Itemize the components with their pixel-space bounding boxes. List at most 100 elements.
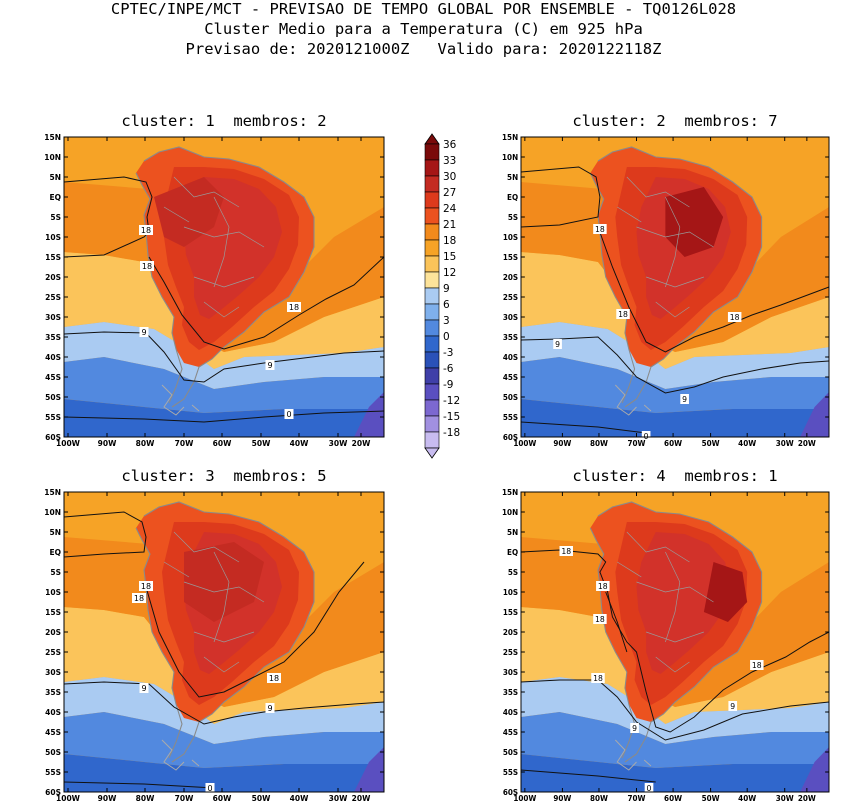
panel-2-lat-label: 20S [503,273,518,282]
panel-1-lat-label: 10S [45,233,61,242]
panel-3-lon-label: 60W [213,794,232,803]
panel-1-contour-label-4: 9 [141,328,146,337]
panel-2-contour-label-2: 18 [618,310,628,319]
colorbar-level-label: 21 [443,219,456,231]
panel-3-contour-label-box-3 [267,673,281,683]
colorbar-swatch [424,351,440,369]
panel-1-contour-line-4 [63,410,385,423]
panel-2-band-9 [521,322,829,389]
map-panel-cluster-3: 18 18 18 9 9 0 15N 10N 5N EQ 5S 10S 15S 20S 25S 30S 35S 4… [44,488,385,803]
panel-1-lat-label: 15S [45,253,61,262]
panel-1-contour-line-3 [63,331,385,383]
panel-1-lat-label: 25S [45,293,61,302]
panel-1-contour-label-6: 0 [286,410,291,419]
colorbar-swatch [424,303,440,321]
panel-4-lat-label: 40S [503,708,518,717]
panel-4-contour-label-5: 18 [593,674,603,683]
panel-2-lat-label: 55S [503,413,518,422]
panel-2-borders [617,176,714,318]
colorbar-arrow-top [424,133,440,145]
panel-4-band-0 [521,754,829,792]
panel-1-lat-label: 30S [45,313,61,322]
panel-2-lat-label: 15S [503,253,518,262]
panel-4-lon-label: 20W [798,794,816,803]
panel-2-lat-label: 45S [503,373,518,382]
panel-2-title: cluster: 2 membros: 7 [572,112,778,130]
panel-4-coastline [589,501,763,763]
panel-2-lat-label: 40S [503,353,518,362]
panel-1-lat-label: 50S [45,393,61,402]
panel-4-land-30 [636,532,731,674]
panel-4-lon-label: 40W [738,794,756,803]
panel-2-contour-label-4: 9 [555,340,560,349]
panel-4-lat-label: 25S [503,648,518,657]
panel-4-contour-label-box-6 [728,701,738,711]
panel-2-contour-label-box-5 [680,394,689,404]
panel-2-lat-label: 35S [503,333,518,342]
panel-2-lat-label: 10S [503,233,518,242]
panel-1-lon-label: 70W [175,439,194,448]
colorbar-level-label: -18 [443,427,460,439]
panel-4-lat-label: 15N [502,488,518,497]
panel-3-lon-label: 40W [290,794,309,803]
panel-4-contour-label-7: 9 [632,724,637,733]
map-panel-cluster-1: 18 18 18 9 9 0 15N 10N 5N EQ 5S 10S 15S 20S 25S 30S 35S 4… [44,133,385,448]
panel-4-lat-label: 5N [507,528,518,537]
panel-2-contour-label-box-4 [553,339,562,349]
colorbar-level-label: 33 [443,155,456,167]
panel-4-lat-label: 30S [503,668,518,677]
panel-3-contour-label-6: 0 [207,784,212,793]
panel-1-lon-label: 60W [213,439,232,448]
panel-1-contour-label-box-4 [139,327,149,337]
colorbar-swatch [424,367,440,385]
panel-4-contour-label-box-4 [750,660,764,670]
panel-1-lat-label: 10N [44,153,61,162]
panel-4-contour-label-box-2 [596,581,610,591]
panel-4-lon-label: 80W [590,794,608,803]
panel-1-band-21 [64,182,384,352]
figure-title-line-3: Previsao de: 2020121000Z Valido para: 20… [185,40,662,58]
panel-1-tierra-del-fuego [161,384,200,416]
panel-4-contour-label-box-3 [593,614,607,624]
panel-2-lon-label: 30W [776,439,794,448]
panel-4-contour-line-3 [520,679,830,741]
panel-4-band-9 [521,677,829,744]
panel-1-contour-line-1 [63,176,153,258]
panel-1-contour-line-2 [148,256,385,350]
colorbar-level-label: 24 [443,203,457,215]
panel-3-contour-label-5: 9 [267,704,272,713]
panel-1-contour-label-3: 18 [289,303,299,312]
panel-4-lon-label: 100W [513,794,536,803]
panel-1-contour-label-box-3 [287,302,301,312]
colorbar-swatch [424,431,440,449]
panel-2-lat-label: 10N [502,153,518,162]
panel-1-contour-label-2: 18 [142,262,152,271]
panel-1-band-15 [64,252,384,369]
colorbar-level-label: -9 [443,379,453,391]
panel-2-band-3 [521,357,829,413]
panel-1-lat-label: 5N [50,173,62,182]
colorbar-level-label: -15 [443,411,460,423]
panel-3-contour-label-box-2 [132,593,146,603]
colorbar-swatch [424,159,440,177]
panel-3-lat-label: 10S [45,588,61,597]
panel-3-lon-label: 80W [136,794,155,803]
panel-1-band-cold [354,392,384,437]
panel-3-lat-label: 40S [45,708,61,717]
panel-3-lon-label: 100W [56,794,81,803]
colorbar-level-label: 3 [443,315,450,327]
panel-3-contour-label-2: 18 [134,594,144,603]
panel-4-tierra-del-fuego [614,739,652,771]
panel-3-contour-line-2 [145,561,365,698]
panel-3-band-0 [64,754,384,792]
panel-3-contour-label-box-5 [265,703,275,713]
panel-4-contour-label-box-7 [630,723,639,733]
colorbar-level-label: 27 [443,187,456,199]
panel-4-lon-label: 70W [627,794,645,803]
panel-1-lat-label: 55S [45,413,61,422]
panel-3-lat-label: 60S [45,788,61,797]
panel-4-lat-label: 10N [502,508,518,517]
panel-4-lat-label: 55S [503,768,518,777]
panel-3-contour-label-box-1 [139,581,153,591]
colorbar-swatch [424,143,440,161]
